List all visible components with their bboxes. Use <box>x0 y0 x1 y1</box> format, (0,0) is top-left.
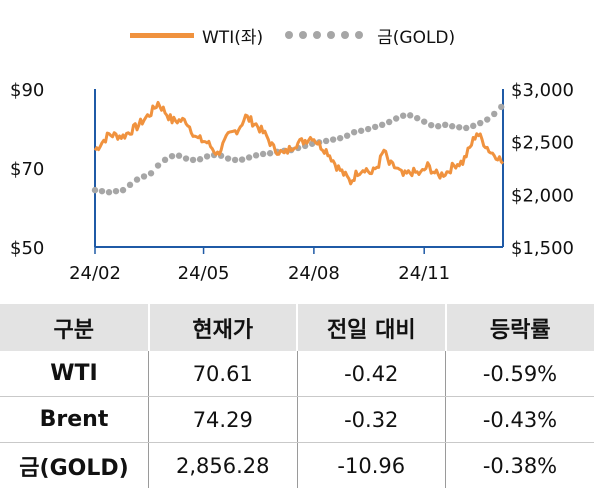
y-tick-label-right: $2,500 <box>511 133 574 154</box>
x-tick-label: 24/02 <box>69 263 121 284</box>
gold-point <box>435 123 441 129</box>
gold-point <box>337 135 343 141</box>
gold-point <box>260 151 266 157</box>
table-row: WTI 70.61 -0.42 -0.59% <box>0 351 594 397</box>
legend-gold-label: 금(GOLD) <box>377 23 455 48</box>
x-tick-label: 24/05 <box>178 263 230 284</box>
table-cell-rate: -0.43% <box>446 397 594 443</box>
gold-point <box>197 156 203 162</box>
gold-point <box>225 155 231 161</box>
gold-point <box>120 187 126 193</box>
y-tick-label-left: $70 <box>10 159 44 180</box>
gold-point <box>491 111 497 117</box>
gold-point <box>463 125 469 131</box>
wti-series <box>95 102 503 183</box>
gold-point <box>246 154 252 160</box>
gold-point <box>323 138 329 144</box>
gold-point <box>428 122 434 128</box>
table-cell-current: 70.61 <box>149 351 298 397</box>
gold-point <box>232 157 238 163</box>
table-cell-name: Brent <box>0 397 149 443</box>
table-cell-name: WTI <box>0 351 149 397</box>
table-header-rate: 등락률 <box>446 304 594 351</box>
y-tick-label-right: $1,500 <box>511 238 574 259</box>
x-axis-labels: 24/02 24/05 24/08 24/11 <box>69 263 450 284</box>
gold-point <box>267 150 273 156</box>
table-header-category: 구분 <box>0 304 149 351</box>
table-cell-rate: -0.59% <box>446 351 594 397</box>
gold-point <box>386 119 392 125</box>
gold-point <box>92 187 98 193</box>
legend-wti-swatch <box>130 33 194 38</box>
wti-line <box>95 102 503 183</box>
table-cell-current: 2,856.28 <box>149 443 298 488</box>
gold-point <box>183 155 189 161</box>
table-header-current: 현재가 <box>149 304 298 351</box>
gold-point <box>351 129 357 135</box>
gold-point <box>414 115 420 121</box>
gold-point <box>358 128 364 134</box>
table-cell-change: -0.42 <box>297 351 446 397</box>
gold-point <box>393 115 399 121</box>
gold-point <box>498 104 504 110</box>
gold-point <box>470 123 476 129</box>
y-axis-right-labels: $1,500 $2,000 $2,500 $3,000 <box>511 80 574 259</box>
x-tick-label: 24/11 <box>398 263 450 284</box>
gold-point <box>442 122 448 128</box>
gold-point <box>400 112 406 118</box>
legend-item-gold: 금(GOLD) <box>285 23 455 48</box>
table-cell-rate: -0.38% <box>446 443 594 488</box>
gold-point <box>477 120 483 126</box>
gold-point <box>169 153 175 159</box>
gold-point <box>407 112 413 118</box>
x-tick-label: 24/08 <box>288 263 340 284</box>
gold-series <box>92 104 505 196</box>
gold-point <box>456 124 462 130</box>
gold-point <box>162 157 168 163</box>
y-axis-left-labels: $50 $70 $90 <box>10 80 44 259</box>
table-cell-current: 74.29 <box>149 397 298 443</box>
gold-point <box>190 157 196 163</box>
y-tick-label-right: $2,000 <box>511 185 574 206</box>
legend-gold-swatch <box>285 31 369 39</box>
table-cell-name: 금(GOLD) <box>0 443 149 488</box>
table-header-change: 전일 대비 <box>297 304 446 351</box>
gold-point <box>141 173 147 179</box>
table-cell-change: -0.32 <box>297 397 446 443</box>
gold-point <box>127 182 133 188</box>
gold-point <box>176 153 182 159</box>
gold-point <box>379 122 385 128</box>
y-tick-label-right: $3,000 <box>511 80 574 101</box>
gold-point <box>449 123 455 129</box>
gold-point <box>365 126 371 132</box>
chart-legend: WTI(좌) 금(GOLD) <box>130 22 477 48</box>
gold-point <box>155 162 161 168</box>
price-table: 구분 현재가 전일 대비 등락률 WTI 70.61 -0.42 -0.59% … <box>0 304 594 488</box>
gold-point <box>344 132 350 138</box>
gold-point <box>484 116 490 122</box>
gold-point <box>372 124 378 130</box>
gold-point <box>148 170 154 176</box>
y-tick-label-left: $90 <box>10 80 44 101</box>
gold-point <box>134 176 140 182</box>
table-header-row: 구분 현재가 전일 대비 등락률 <box>0 304 594 351</box>
gold-point <box>99 188 105 194</box>
gold-point <box>106 189 112 195</box>
table-cell-change: -10.96 <box>297 443 446 488</box>
legend-item-wti: WTI(좌) <box>130 23 263 48</box>
gold-point <box>239 156 245 162</box>
gold-point <box>113 188 119 194</box>
gold-point <box>253 152 259 158</box>
gold-point <box>330 136 336 142</box>
table-row: 금(GOLD) 2,856.28 -10.96 -0.38% <box>0 443 594 488</box>
legend-wti-label: WTI(좌) <box>202 23 263 48</box>
table-row: Brent 74.29 -0.32 -0.43% <box>0 397 594 443</box>
y-tick-label-left: $50 <box>10 238 44 259</box>
gold-point <box>421 118 427 124</box>
gold-point <box>204 153 210 159</box>
